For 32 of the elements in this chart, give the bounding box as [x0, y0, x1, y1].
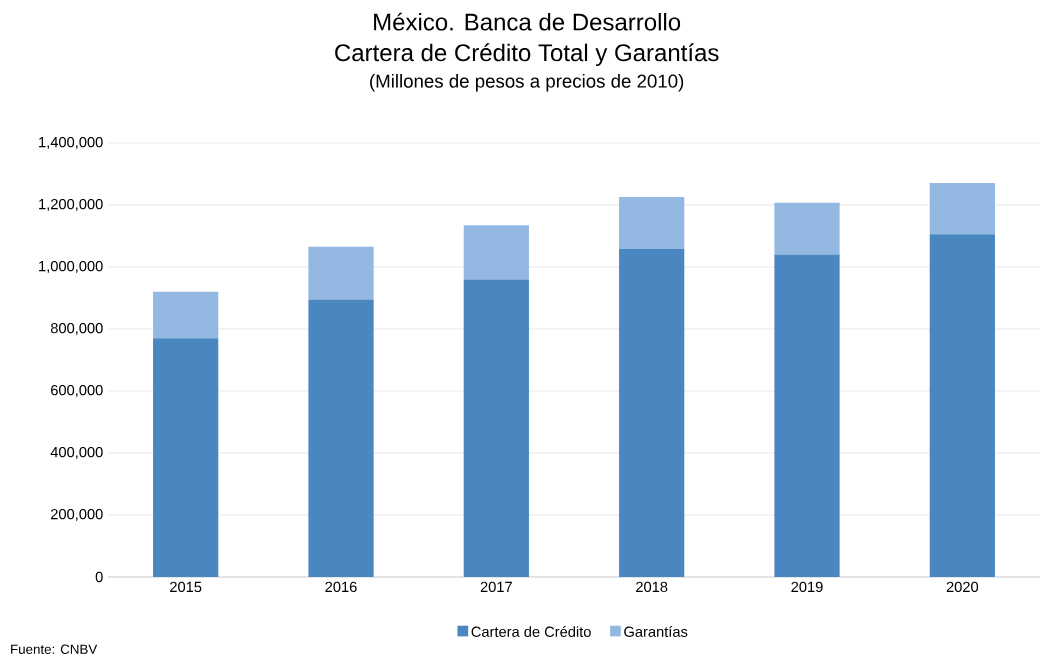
x-tick-label: 2017	[480, 581, 512, 593]
text: (Millones de pesos a precios de 2010)	[370, 74, 684, 92]
source-note: Fuente: CNBV	[11, 644, 98, 654]
bar	[929, 182, 995, 235]
y-tick-label: 400,000	[50, 446, 103, 460]
bar	[463, 225, 529, 280]
x-tick-label: 2015	[170, 581, 202, 593]
bar	[463, 279, 529, 577]
chart-title: México. Banca de Desarrollo	[374, 12, 681, 31]
x-tick-label: 2020	[946, 581, 979, 593]
y-tick-label: 800,000	[50, 322, 103, 336]
bar	[929, 234, 995, 577]
y-tick-label: 1,400,000	[39, 136, 103, 150]
bar	[153, 338, 219, 577]
bar	[774, 202, 840, 255]
chart-subtitle: Cartera de Crédito Total y Garantías	[335, 43, 719, 67]
y-tick-label: 600,000	[51, 384, 103, 398]
bar	[619, 249, 685, 577]
x-tick-label: 2019	[791, 581, 823, 593]
bar	[774, 254, 840, 577]
y-tick-label: 1,000,000	[39, 260, 103, 274]
bar	[308, 299, 374, 577]
bar	[619, 196, 685, 250]
y-tick-label: 0	[95, 571, 103, 583]
bar	[308, 246, 374, 300]
y-tick-label: 1,200,000	[39, 198, 103, 212]
bar	[153, 291, 219, 339]
legend-label: Cartera de Crédito	[471, 626, 591, 637]
y-tick-label: 200,000	[51, 508, 103, 522]
legend-label: Garantías	[624, 626, 688, 637]
x-tick-label: 2018	[636, 581, 668, 593]
x-tick-label: 2016	[325, 581, 357, 593]
